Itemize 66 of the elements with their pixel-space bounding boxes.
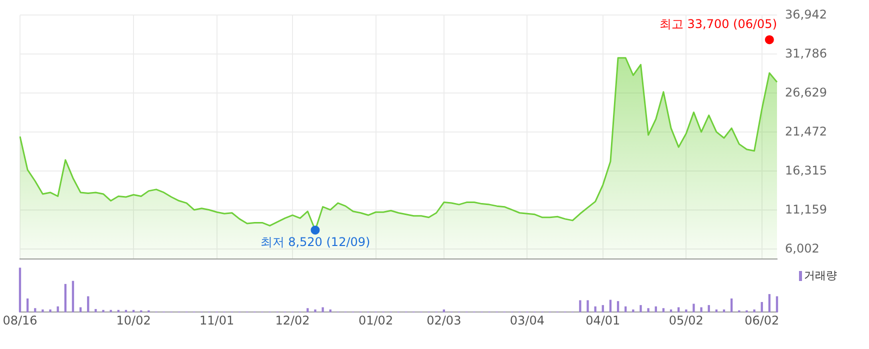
y-tick-label: 21,472 <box>785 124 827 138</box>
y-tick-label: 16,315 <box>785 163 827 178</box>
x-tick-label: 12/02 <box>275 313 310 328</box>
bar <box>692 304 695 312</box>
x-tick-label: 04/01 <box>586 313 620 328</box>
bar <box>117 310 120 312</box>
x-tick-label: 01/02 <box>358 313 394 328</box>
bar <box>579 300 582 312</box>
legend-label: 거래량 <box>804 268 837 282</box>
bar <box>632 309 634 312</box>
bar <box>34 308 36 312</box>
x-tick-label: 03/04 <box>510 313 544 328</box>
bar <box>110 310 112 312</box>
bar <box>662 308 665 312</box>
bar <box>670 309 672 312</box>
bar <box>102 310 104 312</box>
bar <box>94 309 97 312</box>
x-tick-label: 06/02 <box>744 313 780 328</box>
bar <box>768 294 771 312</box>
bar <box>79 307 82 312</box>
bar <box>72 280 74 312</box>
y-tick-label: 26,629 <box>785 85 827 100</box>
bar <box>753 309 756 312</box>
bar <box>708 305 710 312</box>
bar <box>715 309 718 312</box>
annotation: 최저 8,520 (12/09) <box>260 235 370 250</box>
y-tick-label: 11,159 <box>785 202 827 216</box>
bar <box>624 306 627 312</box>
bar <box>442 309 445 312</box>
y-tick-label: 36,942 <box>785 7 827 22</box>
bar <box>18 268 22 312</box>
bar <box>685 309 688 312</box>
bar <box>64 284 66 312</box>
bar <box>722 309 726 312</box>
bar <box>776 296 778 312</box>
bar <box>132 310 135 312</box>
bar <box>602 305 604 312</box>
x-tick-label: 08/16 <box>2 313 38 328</box>
bar <box>640 305 642 312</box>
y-tick-label: 6,002 <box>785 241 820 256</box>
bar <box>314 309 316 312</box>
bar <box>594 306 596 312</box>
bar <box>87 296 90 312</box>
bar <box>42 309 44 312</box>
bar <box>322 307 324 312</box>
bar <box>700 307 702 312</box>
bar <box>329 309 332 312</box>
bar <box>616 301 620 312</box>
x-tick-label: 05/02 <box>668 313 704 328</box>
bar <box>678 307 680 312</box>
annotation: 최고 33,700 (06/05) <box>659 16 777 31</box>
bar <box>26 298 29 312</box>
x-tick-label: 02/03 <box>426 313 462 328</box>
bar <box>124 310 128 312</box>
bar <box>760 302 763 312</box>
x-tick-label: 10/02 <box>116 313 151 328</box>
bar <box>56 306 59 312</box>
x-tick-label: 11/01 <box>200 313 234 328</box>
bar <box>586 300 589 312</box>
bar <box>49 309 52 312</box>
bar <box>609 300 612 312</box>
bar <box>654 306 657 312</box>
bar <box>306 308 309 312</box>
y-tick-label: 31,786 <box>785 46 827 60</box>
bar <box>730 298 733 312</box>
bar <box>647 308 650 312</box>
